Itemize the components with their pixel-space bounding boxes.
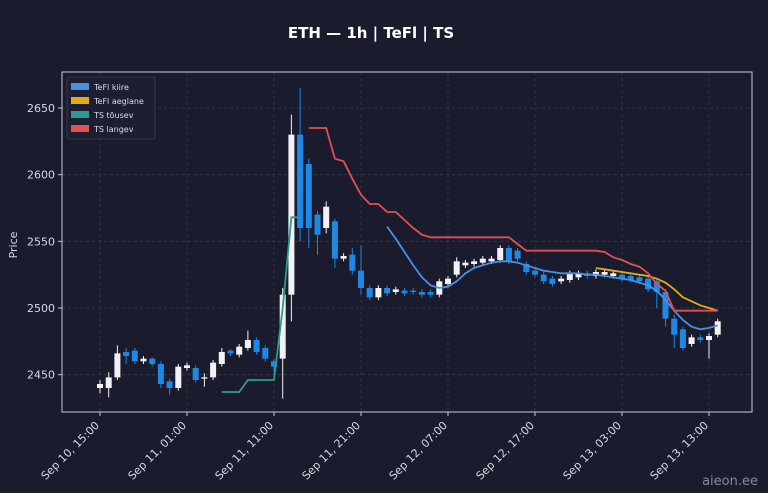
candle-body [662, 292, 669, 319]
candle-body [558, 278, 565, 282]
candle-body [340, 256, 347, 259]
candle-body [679, 329, 686, 348]
candle-body [210, 362, 217, 378]
candle-body [532, 270, 538, 275]
candle-body [279, 294, 286, 359]
candle-body [671, 318, 678, 335]
chart-title: ETH — 1h | TeFl | TS [288, 24, 454, 43]
legend-swatch [71, 83, 89, 90]
candle-body [514, 250, 521, 259]
candle-body [227, 350, 234, 354]
candle-body [323, 206, 330, 228]
candle-body [697, 337, 704, 340]
series-line [221, 216, 301, 393]
candle-body [505, 248, 512, 262]
legend: TeFl kiire TeFl aeglane TS tõusev TS langev [66, 76, 156, 140]
y-tick-label: 2650 [27, 102, 55, 115]
candle-body [236, 346, 243, 355]
candle-body [410, 290, 417, 292]
legend-label: TeFl aeglane [93, 97, 144, 106]
candle-body [288, 134, 295, 295]
y-tick-label: 2550 [27, 235, 55, 248]
legend-swatch [71, 125, 89, 132]
candle-body [523, 264, 530, 272]
candle-body [645, 278, 652, 290]
candle-body [331, 221, 338, 259]
candle-body [375, 288, 382, 298]
candle-body [384, 288, 391, 294]
candle-body [305, 164, 312, 228]
candle-body [601, 272, 608, 275]
candle-body [462, 262, 469, 266]
candle-body [610, 273, 617, 276]
candle-body [262, 348, 269, 359]
candle-body [218, 352, 225, 364]
legend-label: TS tõusev [93, 111, 134, 120]
candle-body [175, 366, 182, 388]
candle-body [157, 364, 164, 384]
candle-body [131, 350, 138, 362]
candle-body [479, 258, 486, 263]
series-line [386, 226, 718, 331]
candle-body [123, 352, 130, 356]
y-tick-label: 2450 [27, 369, 55, 382]
candle-body [201, 377, 208, 379]
candle-body [453, 261, 460, 275]
candle-body [366, 288, 373, 298]
candle-body [358, 270, 364, 288]
candle-body [314, 214, 321, 235]
candle-body [105, 377, 112, 388]
candle-body [497, 248, 504, 260]
candle-body [653, 281, 660, 292]
y-tick-label: 2600 [27, 169, 55, 182]
candle-body [627, 276, 634, 280]
candle-body [297, 134, 304, 228]
candle-body [636, 277, 643, 282]
legend-label: TeFl kiire [93, 83, 129, 92]
candle-body [184, 365, 190, 368]
candle-body [149, 358, 156, 364]
candle-body [392, 289, 399, 292]
series-line [595, 267, 718, 312]
candle-body [140, 358, 147, 362]
watermark: aieon.ee [702, 474, 758, 489]
candle-body [471, 261, 478, 264]
candle-body [271, 361, 277, 367]
y-tick-label: 2500 [27, 302, 55, 315]
candle-body [401, 290, 408, 294]
candle-body [540, 274, 547, 282]
candle-body [566, 273, 573, 280]
legend-label: TS langev [93, 125, 134, 134]
candle-body [166, 381, 173, 388]
candle-body [114, 353, 121, 378]
candle-body [244, 340, 251, 348]
candle-body [97, 384, 103, 388]
candle-body [575, 273, 582, 278]
candle-body [427, 292, 434, 295]
candle-body [192, 368, 199, 380]
candle-body [445, 278, 451, 284]
candle-body [418, 292, 425, 295]
candle-body [349, 254, 356, 271]
candle-body [706, 336, 712, 340]
legend-swatch [71, 97, 89, 104]
legend-box [66, 76, 156, 140]
plot-frame [61, 71, 753, 413]
y-axis-label: Price [7, 231, 20, 258]
candle-body [488, 258, 495, 262]
candle-body [714, 321, 721, 335]
candle-body [619, 274, 625, 279]
candle-body [253, 340, 260, 352]
candle-body [549, 278, 556, 284]
candle-body [688, 337, 695, 344]
legend-swatch [71, 111, 89, 118]
series-line [308, 127, 718, 312]
